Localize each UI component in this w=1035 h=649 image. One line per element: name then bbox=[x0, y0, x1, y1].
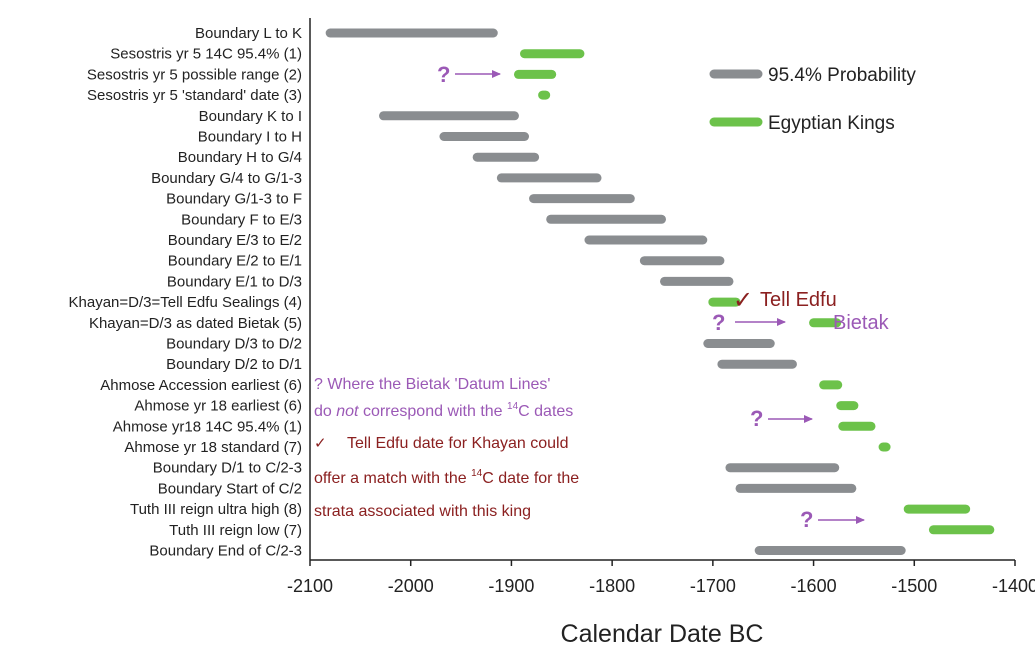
note-line-4-sup: 14 bbox=[471, 468, 483, 479]
category-label: Tuth III reign low (7) bbox=[169, 522, 302, 539]
category-label: Sesostris yr 5 'standard' date (3) bbox=[87, 87, 302, 104]
x-axis-ticks: -2100 -2000 -1900 -1800 -1700 -1600 -1500 -1400 bbox=[287, 560, 1035, 596]
category-label: Khayan=D/3 as dated Bietak (5) bbox=[89, 315, 302, 332]
tell-edfu-label: Tell Edfu bbox=[760, 289, 837, 311]
question-mark-tuthmosis: ? bbox=[800, 507, 813, 532]
note-line-4-post: C date for the bbox=[482, 470, 579, 487]
note-line-1: ? Where the Bietak 'Datum Lines' bbox=[314, 376, 550, 393]
category-label: Boundary G/1-3 to F bbox=[166, 191, 302, 208]
note-line-4-pre: offer a match with the bbox=[314, 470, 471, 487]
note-line-2-sup: 14 bbox=[507, 401, 519, 412]
category-label: Ahmose yr 18 standard (7) bbox=[124, 439, 302, 456]
category-label: Boundary L to K bbox=[195, 25, 302, 42]
category-label: Tuth III reign ultra high (8) bbox=[130, 501, 302, 518]
note-line-2-post: correspond with the bbox=[359, 403, 508, 420]
category-label: Sesostris yr 5 possible range (2) bbox=[87, 66, 302, 83]
category-label: Boundary H to G/4 bbox=[178, 149, 302, 166]
question-mark-ahmose: ? bbox=[750, 406, 763, 431]
category-label: Boundary I to H bbox=[198, 129, 302, 146]
category-labels: Boundary L to K Sesostris yr 5 14C 95.4% … bbox=[69, 25, 302, 560]
annotation-bietak: ? Bietak bbox=[712, 310, 890, 335]
annotation-arrow-sesostris: ? bbox=[437, 62, 501, 87]
notes-block: ? Where the Bietak 'Datum Lines' do not … bbox=[314, 376, 579, 520]
note-line-2-pre: do bbox=[314, 403, 336, 420]
category-label: Boundary D/2 to D/1 bbox=[166, 356, 302, 373]
category-label: Boundary End of C/2-3 bbox=[149, 543, 302, 560]
legend-kings-label: Egyptian Kings bbox=[768, 113, 895, 134]
category-label: Ahmose yr 18 earliest (6) bbox=[134, 398, 302, 415]
category-label: Boundary E/2 to E/1 bbox=[168, 253, 302, 270]
category-label: Boundary D/1 to C/2-3 bbox=[153, 460, 302, 477]
category-label: Sesostris yr 5 14C 95.4% (1) bbox=[110, 46, 302, 63]
bars-layer bbox=[325, 28, 995, 555]
legend: 95.4% Probability Egyptian Kings bbox=[709, 65, 916, 134]
category-label: Ahmose Accession earliest (6) bbox=[100, 377, 302, 394]
category-label: Boundary Start of C/2 bbox=[158, 480, 302, 497]
note-line-2-em: not bbox=[336, 403, 359, 420]
x-tick-label: -2100 bbox=[287, 576, 333, 596]
note-line-4: offer a match with the 14C date for the bbox=[314, 468, 579, 487]
annotation-tell-edfu: ✓ Tell Edfu bbox=[733, 286, 837, 314]
annotation-arrow-tuthmosis: ? bbox=[800, 507, 865, 532]
category-label: Boundary E/3 to E/2 bbox=[168, 232, 302, 249]
x-tick-label: -1900 bbox=[488, 576, 534, 596]
note-line-3: Tell Edfu date for Khayan could bbox=[347, 435, 568, 452]
legend-probability-label: 95.4% Probability bbox=[768, 65, 916, 86]
question-mark-sesostris: ? bbox=[437, 62, 450, 87]
x-tick-label: -1600 bbox=[791, 576, 837, 596]
x-tick-label: -1500 bbox=[891, 576, 937, 596]
category-label: Boundary D/3 to D/2 bbox=[166, 336, 302, 353]
check-mark-tell-edfu: ✓ bbox=[733, 286, 753, 314]
x-tick-label: -1700 bbox=[690, 576, 736, 596]
note-check-icon: ✓ bbox=[314, 434, 327, 452]
note-line-2: do not correspond with the 14C dates bbox=[314, 401, 573, 420]
x-tick-label: -1800 bbox=[589, 576, 635, 596]
category-label: Boundary F to E/3 bbox=[181, 211, 302, 228]
category-label: Khayan=D/3=Tell Edfu Sealings (4) bbox=[69, 294, 302, 311]
category-label: Boundary G/4 to G/1-3 bbox=[151, 170, 302, 187]
note-line-5: strata associated with this king bbox=[314, 503, 531, 520]
category-label: Ahmose yr18 14C 95.4% (1) bbox=[113, 418, 302, 435]
question-mark-bietak: ? bbox=[712, 310, 725, 335]
x-tick-label: -1400 bbox=[992, 576, 1035, 596]
category-label: Boundary K to I bbox=[199, 108, 302, 125]
category-label: Boundary E/1 to D/3 bbox=[167, 273, 302, 290]
x-axis-title: Calendar Date BC bbox=[561, 620, 764, 648]
x-tick-label: -2000 bbox=[388, 576, 434, 596]
bietak-label: Bietak bbox=[833, 312, 890, 334]
annotation-arrow-ahmose: ? bbox=[750, 406, 813, 431]
note-line-2-end: C dates bbox=[518, 403, 573, 420]
